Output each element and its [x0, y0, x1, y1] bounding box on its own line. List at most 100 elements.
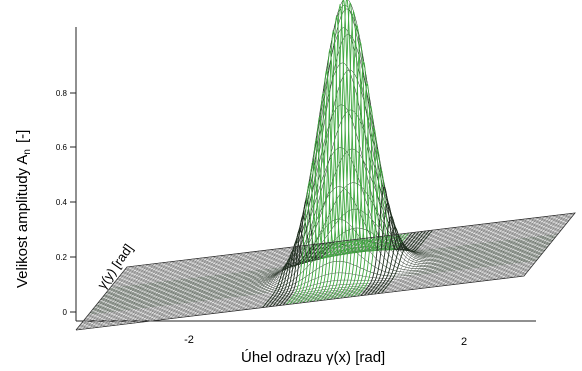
mesh-col-174 — [513, 214, 565, 278]
mesh-col-68 — [153, 257, 206, 321]
mesh-col-55 — [109, 262, 162, 327]
mesh-col-160 — [466, 219, 518, 284]
mesh-col-76 — [181, 254, 233, 318]
mesh-col-72 — [167, 255, 219, 320]
mesh-col-161 — [469, 219, 521, 283]
x-tick-label-1: 2 — [461, 336, 467, 348]
plane-outline-178 — [75, 212, 576, 331]
mesh-col-164 — [479, 218, 532, 282]
mesh-col-87 — [218, 249, 270, 313]
mesh-col-67 — [150, 257, 202, 322]
mesh-col-53 — [103, 263, 155, 327]
mesh-col-170 — [500, 215, 552, 280]
mesh-col-49 — [89, 265, 141, 329]
mesh-col-138 — [391, 228, 443, 293]
mesh-col-66 — [147, 258, 199, 322]
mesh-col-134 — [377, 230, 430, 294]
mesh-col-63 — [136, 259, 189, 323]
mesh-col-78 — [187, 253, 240, 317]
mesh-col-57 — [116, 261, 168, 326]
mesh-row-9 — [86, 262, 535, 318]
mesh-col-79 — [191, 252, 243, 317]
mesh-col-135 — [381, 229, 433, 294]
z-ticks: 0 0.2 0.4 0.6 0.8 — [56, 89, 76, 317]
mesh-col-86 — [215, 250, 267, 314]
mesh-col-131 — [367, 215, 420, 296]
mesh-col-141 — [401, 227, 453, 291]
mesh-col-133 — [374, 230, 427, 295]
mesh-col-61 — [130, 260, 182, 324]
x-axis-title: Úhel odrazu γ(x) [rad] — [241, 349, 385, 366]
mesh-col-124 — [343, 82, 396, 298]
mesh-col-149 — [428, 224, 481, 288]
mesh-col-88 — [221, 249, 274, 313]
mesh-col-65 — [143, 258, 196, 322]
mesh-col-83 — [204, 251, 257, 315]
mesh-col-162 — [472, 218, 525, 283]
mesh-col-59 — [123, 261, 175, 325]
mesh-col-115 — [313, 14, 365, 302]
mesh-col-154 — [445, 222, 498, 286]
z-tick-label-1: 0.2 — [56, 253, 68, 262]
mesh-col-127 — [353, 149, 406, 297]
mesh-col-91 — [231, 248, 284, 312]
z-axis-title-unit: [-] — [14, 130, 31, 143]
mesh-col-73 — [170, 255, 223, 319]
mesh-col-58 — [119, 261, 172, 325]
mesh-col-163 — [476, 218, 528, 282]
mesh-col-132 — [370, 226, 423, 295]
mesh-col-152 — [439, 223, 491, 287]
mesh-col-77 — [184, 253, 236, 318]
mesh-col-166 — [486, 217, 538, 281]
mesh-col-144 — [411, 226, 464, 290]
mesh-col-145 — [415, 225, 467, 290]
mesh-col-167 — [489, 216, 542, 281]
mesh-col-81 — [198, 252, 250, 316]
mesh-col-74 — [174, 254, 226, 319]
mesh-col-89 — [225, 248, 277, 313]
mesh-col-71 — [164, 256, 216, 320]
mesh-col-52 — [99, 263, 151, 328]
mesh-col-136 — [384, 229, 436, 293]
mesh-col-121 — [333, 23, 386, 300]
mesh-col-95 — [245, 246, 297, 310]
mesh-col-139 — [394, 228, 447, 292]
mesh-col-51 — [96, 264, 148, 328]
mesh-col-75 — [177, 254, 229, 318]
mesh-col-46 — [79, 266, 131, 330]
mesh-col-50 — [92, 264, 145, 329]
mesh-col-93 — [238, 247, 291, 311]
mesh-col-116 — [316, 3, 369, 302]
mesh-col-150 — [432, 223, 484, 288]
mesh-row-7 — [84, 265, 533, 321]
mesh-col-153 — [442, 222, 494, 286]
mesh-col-85 — [211, 250, 263, 314]
x-tick-label-0: -2 — [184, 334, 194, 346]
mesh-col-137 — [388, 229, 440, 293]
mesh-col-56 — [113, 262, 165, 326]
mesh-col-155 — [449, 221, 501, 286]
mesh-col-94 — [242, 246, 294, 311]
mesh-col-47 — [82, 266, 134, 330]
mesh-col-171 — [503, 215, 555, 279]
mesh-row-10 — [87, 261, 536, 316]
mesh-col-147 — [422, 225, 474, 289]
mesh-col-70 — [160, 256, 212, 320]
z-axis-title: Velikost amplitudy An [-] — [14, 130, 33, 288]
z-tick-label-0: 0 — [63, 308, 68, 317]
mesh-col-82 — [201, 251, 253, 316]
mesh-col-80 — [194, 252, 246, 316]
mesh-row-13 — [91, 218, 540, 312]
mesh-col-172 — [506, 214, 559, 279]
mesh-col-64 — [140, 259, 192, 323]
mesh-col-114 — [309, 29, 362, 303]
mesh-col-97 — [252, 245, 304, 309]
mesh-col-146 — [418, 225, 470, 289]
mesh-col-175 — [517, 213, 569, 277]
mesh-col-158 — [459, 220, 511, 284]
mesh-col-143 — [408, 226, 460, 291]
mesh-col-54 — [106, 263, 158, 327]
mesh-col-142 — [405, 227, 457, 291]
mesh-col-140 — [398, 227, 450, 292]
